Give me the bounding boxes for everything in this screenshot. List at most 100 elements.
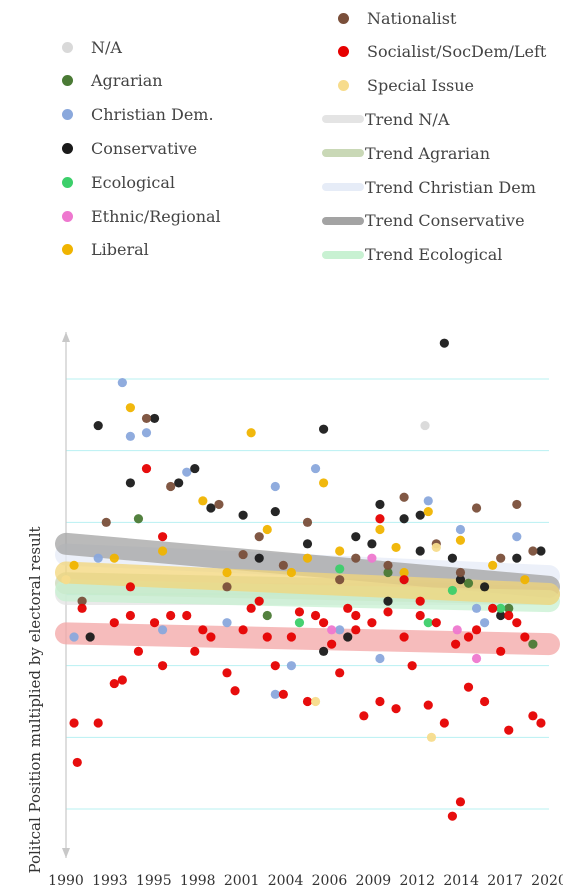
legend-dot-swatch [338,12,349,24]
legend-label: Ecological [91,172,175,192]
data-point [327,625,337,635]
data-point [61,575,71,585]
data-point [286,632,296,642]
data-point [310,610,321,621]
data-point [528,639,538,649]
data-point [488,603,498,613]
data-point [77,596,87,606]
legend-label: N/A [91,37,122,57]
data-point [109,678,119,689]
data-point [182,467,192,477]
data-point [415,610,425,621]
legend-item: Special Issue [338,74,474,98]
data-point [117,675,127,685]
data-point [471,625,482,635]
data-point [158,661,168,671]
x-tick-label: 2017 [487,873,523,889]
data-point [85,632,95,642]
data-point [254,532,264,542]
data-point [262,632,272,642]
data-point [117,377,127,388]
data-point [520,632,530,642]
data-point [471,503,482,513]
legend-dot-swatch [62,75,73,87]
data-point [415,546,425,556]
chart-legend: N/A Agrarian Christian Dem. Conservative Eco… [0,0,563,290]
data-point [335,668,345,678]
data-point [214,499,224,510]
data-point [198,496,208,506]
data-point [480,618,490,628]
data-point [528,546,538,556]
data-point [125,403,135,413]
data-point [343,632,353,642]
data-point [335,564,345,574]
x-tick-label: 1993 [92,873,128,889]
data-point [351,610,361,621]
data-point [367,618,377,628]
data-point [302,517,313,527]
data-point [480,582,490,592]
data-point [254,553,264,563]
legend-dot-swatch [62,244,73,256]
data-point [158,625,168,635]
legend-item: Conservative [62,136,197,160]
data-point [463,682,474,692]
legend-label: Christian Dem. [91,105,214,125]
data-point [262,610,272,621]
data-point [125,431,135,441]
data-point [141,463,152,474]
legend-label: Agrarian [91,71,163,91]
x-tick-label: 2001 [224,873,260,889]
data-point [302,539,313,549]
legend-line-swatch [322,183,364,191]
data-point [72,757,82,768]
x-tick-label: 1998 [180,873,216,889]
data-point [149,413,160,424]
data-point [423,496,433,506]
data-point [452,625,462,635]
legend-item: Liberal [62,238,149,262]
data-point [496,603,506,613]
data-point [182,610,192,621]
data-point [367,539,377,549]
legend-label: Trend Conservative [365,211,525,231]
legend-label: Liberal [91,240,149,260]
data-point [109,553,119,563]
data-point [420,420,430,431]
data-point [286,567,296,578]
data-point [222,618,232,628]
data-point [375,524,385,535]
data-point [198,625,208,635]
legend-dot-swatch [62,41,73,53]
data-point [439,718,449,728]
data-point [278,560,288,570]
data-point [451,639,461,649]
data-point [375,514,385,524]
legend-item: Nationalist [338,6,456,30]
data-point [222,668,232,678]
data-point [359,711,369,721]
data-point [431,542,441,553]
data-point [488,560,498,570]
data-point [222,567,232,578]
data-point [133,646,144,656]
data-point [93,718,103,728]
data-point [439,338,449,348]
data-point [455,797,466,807]
data-point [496,646,506,656]
legend-item: Trend Christian Dem [322,175,536,199]
data-point [190,646,200,656]
data-point [294,618,305,628]
legend-label: Socialist/SocDem/Left [367,42,547,62]
x-tick-label: 2009 [356,873,392,889]
data-point [504,603,514,613]
data-point [399,492,409,502]
data-point [206,503,216,513]
data-point [206,632,216,642]
data-point [426,732,437,742]
data-point [447,811,457,821]
scatter-plot: 1990 1993 1995 1998 2001 2004 2006 2009 2012 2014… [48,332,563,889]
data-point [351,625,361,635]
data-point [238,549,248,560]
